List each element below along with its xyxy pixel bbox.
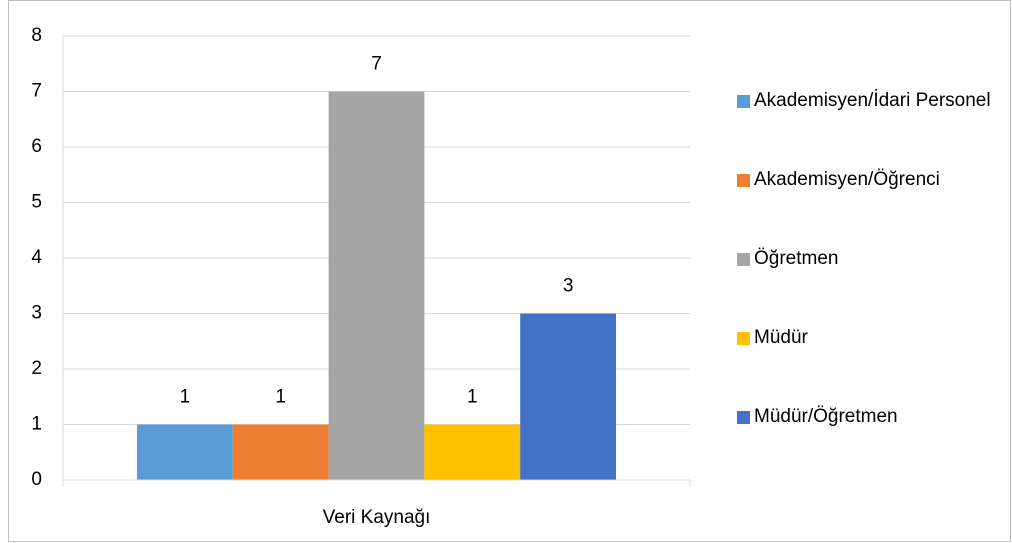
legend-entry: Müdür/Öğretmen xyxy=(737,404,1002,430)
data-label: 3 xyxy=(563,276,574,297)
y-tick-label: 8 xyxy=(31,25,42,46)
x-tick-label: Veri Kaynağı xyxy=(323,507,431,528)
legend-entry: Öğretmen xyxy=(737,246,1002,272)
bar xyxy=(232,424,329,480)
y-tick-label: 0 xyxy=(31,469,42,490)
y-tick-label: 6 xyxy=(31,136,42,157)
bar xyxy=(328,91,425,480)
data-label: 1 xyxy=(467,387,478,408)
legend-label: Akademisyen/İdari Personel xyxy=(754,90,991,111)
y-tick-label: 4 xyxy=(31,247,42,268)
y-tick-label: 2 xyxy=(31,358,42,379)
legend-entry: Müdür xyxy=(737,325,1002,351)
bar xyxy=(520,313,617,480)
bar xyxy=(424,424,521,480)
legend-label: Müdür/Öğretmen xyxy=(754,406,898,427)
legend-entry: Akademisyen/Öğrenci xyxy=(737,167,1002,193)
legend-swatch xyxy=(737,174,750,187)
legend-swatch xyxy=(737,253,750,266)
legend-swatch xyxy=(737,95,750,108)
legend-swatch xyxy=(737,411,750,424)
data-label: 7 xyxy=(371,54,382,75)
legend-label: Müdür xyxy=(754,327,808,348)
legend-label: Öğretmen xyxy=(754,248,839,269)
data-label: 1 xyxy=(275,387,286,408)
legend-entry: Akademisyen/İdari Personel xyxy=(737,88,1002,114)
y-tick-label: 7 xyxy=(31,81,42,102)
legend-swatch xyxy=(737,332,750,345)
y-tick-label: 1 xyxy=(31,414,42,435)
y-tick-label: 3 xyxy=(31,303,42,324)
bar xyxy=(136,424,233,480)
legend-label: Akademisyen/Öğrenci xyxy=(754,169,940,190)
data-label: 1 xyxy=(180,387,191,408)
chart-border xyxy=(8,0,1011,542)
y-tick-label: 5 xyxy=(31,192,42,213)
